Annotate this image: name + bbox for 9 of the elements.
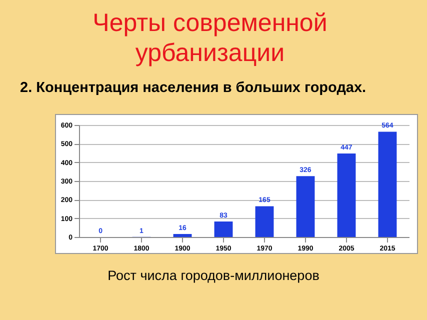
chart-title: Черты современной урбанизации (92, 8, 328, 68)
bar (173, 234, 192, 237)
bar (337, 154, 356, 237)
text: Рост числа городов-миллионеров (106, 268, 320, 283)
bar (214, 222, 233, 237)
bar (255, 206, 274, 237)
bar (296, 176, 315, 237)
bar (378, 132, 397, 237)
chart-subtitle: 2. Концентрация населения в больших городах. (20, 80, 368, 96)
